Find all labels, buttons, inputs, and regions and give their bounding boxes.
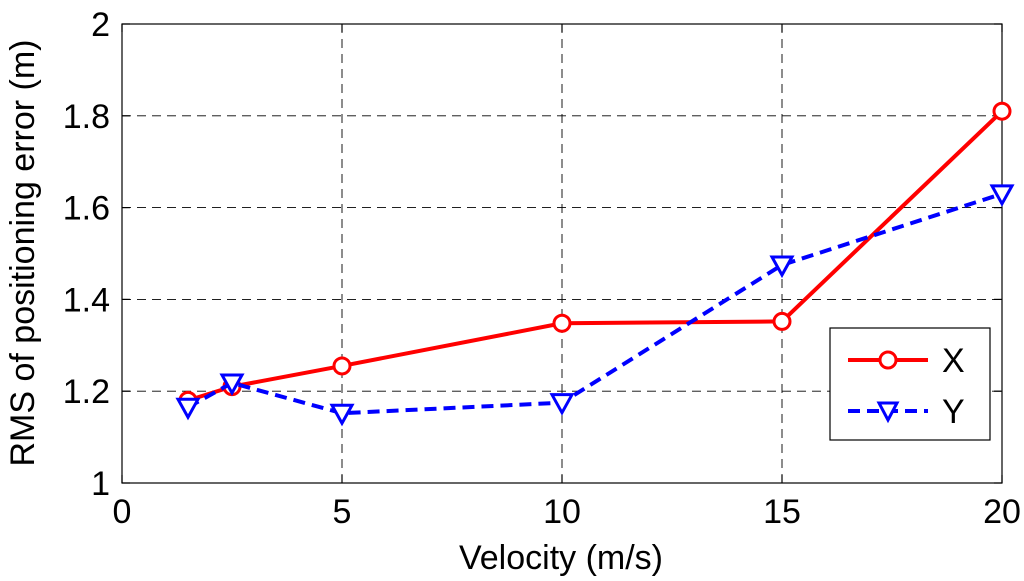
legend-box	[829, 327, 991, 441]
data-point-y	[769, 255, 795, 279]
x-axis-label: Velocity (m/s)	[459, 539, 663, 577]
legend-y-label: Y	[942, 393, 965, 431]
data-point-y	[219, 373, 245, 397]
x-tick-label: 10	[543, 493, 581, 531]
legend-y-marker	[876, 401, 900, 424]
y-tick-label: 2	[91, 6, 110, 44]
legend-x-label: X	[942, 342, 965, 380]
legend-x-marker	[878, 350, 898, 370]
y-axis-label: RMS of positioning error (m)	[4, 39, 42, 466]
data-point-x	[992, 101, 1012, 121]
legend: X Y	[829, 327, 991, 441]
x-tick-label: 20	[983, 493, 1021, 531]
y-tick-label: 1.8	[63, 98, 110, 136]
data-point-y	[549, 393, 575, 416]
x-tick-label: 15	[763, 493, 801, 531]
data-point-x	[772, 311, 792, 331]
data-point-y	[989, 184, 1015, 207]
x-tick-label: 0	[113, 493, 132, 531]
series-layer	[175, 101, 1015, 427]
data-point-x	[552, 313, 572, 333]
y-tick-label: 1.2	[63, 373, 110, 411]
series-line-y	[187, 191, 1003, 416]
data-point-y	[329, 403, 355, 427]
y-tick-label: 1.6	[63, 190, 110, 228]
data-point-x	[332, 356, 352, 376]
data-point-y	[175, 397, 201, 421]
y-tick-label: 1.4	[63, 281, 110, 319]
axis-ticks: 0 5 10 15 20 1 1.2 1.4 1.6 1.8 2	[63, 6, 1021, 531]
x-tick-label: 5	[333, 493, 352, 531]
y-tick-label: 1	[91, 465, 110, 503]
